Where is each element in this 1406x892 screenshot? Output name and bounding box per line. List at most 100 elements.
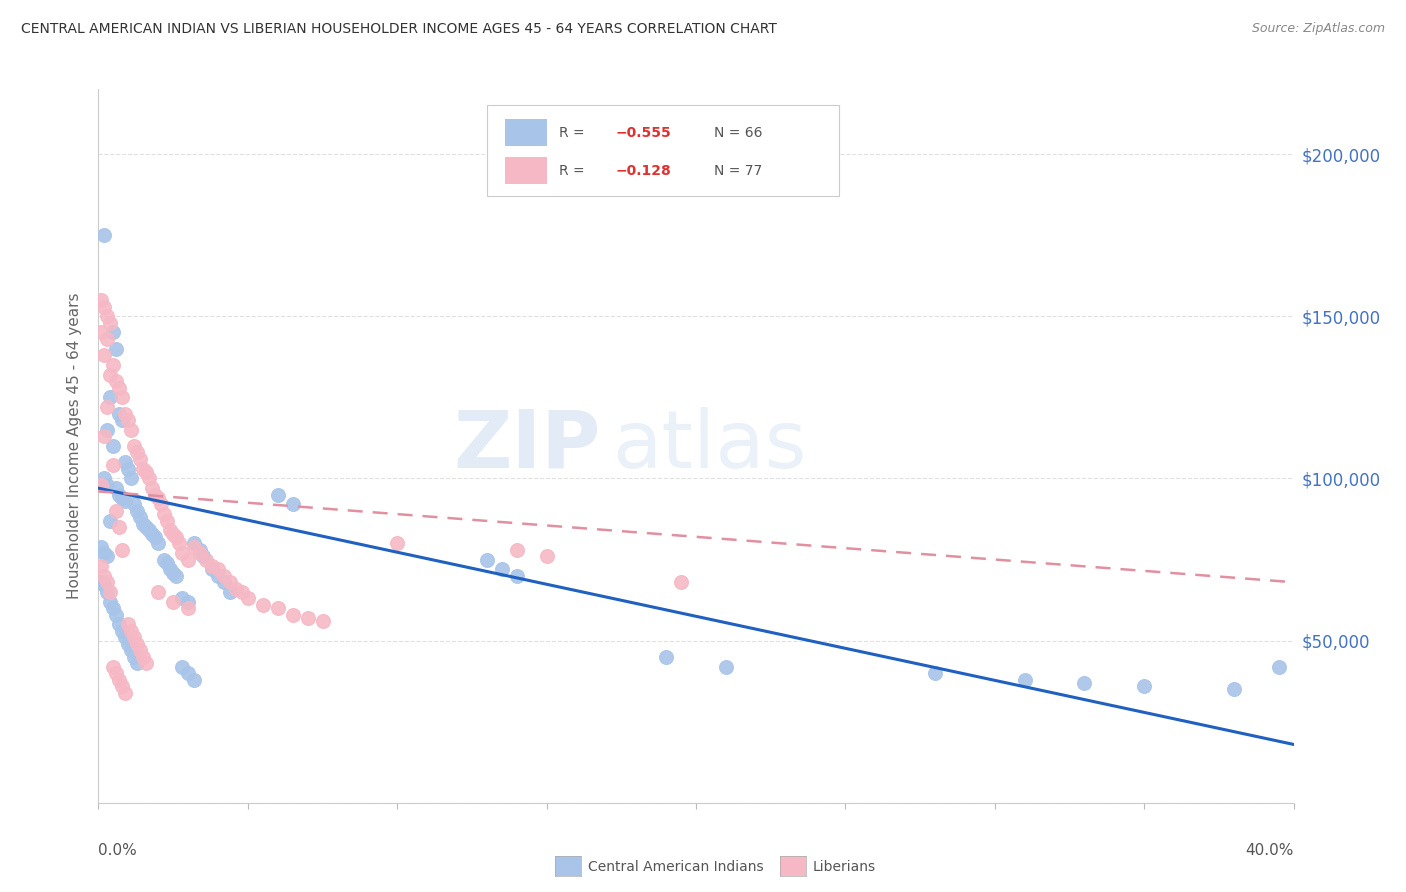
Point [225, 582, 247, 596]
Text: Central American Indians: Central American Indians [588, 860, 763, 874]
Point [90, 478, 112, 492]
Bar [505, 157, 547, 184]
Point [252, 598, 274, 612]
Point [1267, 659, 1289, 673]
Point [159, 524, 181, 538]
Point [90, 559, 112, 574]
Point [114, 407, 136, 421]
Point [114, 455, 136, 469]
Text: atlas: atlas [613, 407, 807, 485]
Point [100, 316, 122, 330]
Point [105, 607, 128, 622]
Point [148, 585, 170, 599]
Point [96, 575, 118, 590]
Point [127, 657, 149, 671]
Point [127, 504, 149, 518]
Point [267, 601, 290, 615]
Point [114, 685, 136, 699]
Point [103, 458, 125, 473]
Point [111, 624, 134, 638]
Point [108, 520, 131, 534]
Point [188, 546, 211, 560]
Text: R =: R = [558, 126, 589, 140]
Point [177, 601, 200, 615]
Point [506, 568, 529, 582]
Point [153, 552, 176, 566]
Point [138, 471, 160, 485]
Point [111, 390, 134, 404]
Point [212, 575, 235, 590]
Point [93, 568, 115, 582]
Point [150, 497, 173, 511]
Point [195, 552, 218, 566]
Point [132, 516, 155, 531]
Point [105, 374, 128, 388]
Point [108, 488, 131, 502]
Point [132, 649, 155, 664]
Point [177, 552, 200, 566]
Point [90, 326, 112, 340]
Point [231, 585, 253, 599]
Point [162, 566, 184, 580]
Point [93, 546, 115, 560]
Point [117, 637, 139, 651]
Point [96, 400, 118, 414]
Point [117, 617, 139, 632]
Point [191, 549, 214, 564]
Point [120, 471, 142, 485]
Point [111, 413, 134, 427]
Point [141, 526, 163, 541]
Point [105, 666, 128, 681]
Point [165, 530, 187, 544]
Point [120, 423, 142, 437]
Point [177, 595, 200, 609]
Text: Source: ZipAtlas.com: Source: ZipAtlas.com [1251, 22, 1385, 36]
Point [148, 491, 170, 505]
Point [103, 659, 125, 673]
Point [120, 624, 142, 638]
Point [105, 481, 128, 495]
Point [183, 536, 205, 550]
Point [90, 540, 112, 554]
Point [129, 643, 152, 657]
Point [96, 585, 118, 599]
Text: 40.0%: 40.0% [1246, 843, 1294, 858]
Point [297, 611, 319, 625]
Point [114, 494, 136, 508]
Point [124, 631, 146, 645]
Point [281, 497, 304, 511]
Point [124, 497, 146, 511]
Point [96, 478, 118, 492]
Point [96, 332, 118, 346]
Text: −0.128: −0.128 [616, 163, 672, 178]
Point [172, 591, 194, 606]
Point [124, 439, 146, 453]
Point [162, 526, 184, 541]
Point [311, 614, 333, 628]
Point [385, 536, 409, 550]
Point [167, 536, 190, 550]
Bar [505, 120, 547, 146]
Point [135, 657, 157, 671]
Point [103, 439, 125, 453]
Point [103, 601, 125, 615]
Point [212, 568, 235, 582]
Point [1014, 673, 1036, 687]
Point [207, 568, 229, 582]
Point [141, 481, 163, 495]
Text: ZIP: ZIP [453, 407, 600, 485]
Point [93, 300, 115, 314]
Y-axis label: Householder Income Ages 45 - 64 years: Householder Income Ages 45 - 64 years [67, 293, 83, 599]
Point [143, 488, 166, 502]
Point [127, 637, 149, 651]
Point [108, 381, 131, 395]
Point [183, 540, 205, 554]
Point [714, 659, 737, 673]
Point [100, 368, 122, 382]
Point [124, 649, 146, 664]
Point [135, 465, 157, 479]
Point [117, 413, 139, 427]
Point [165, 568, 187, 582]
Text: N = 77: N = 77 [714, 163, 762, 178]
Point [162, 595, 184, 609]
